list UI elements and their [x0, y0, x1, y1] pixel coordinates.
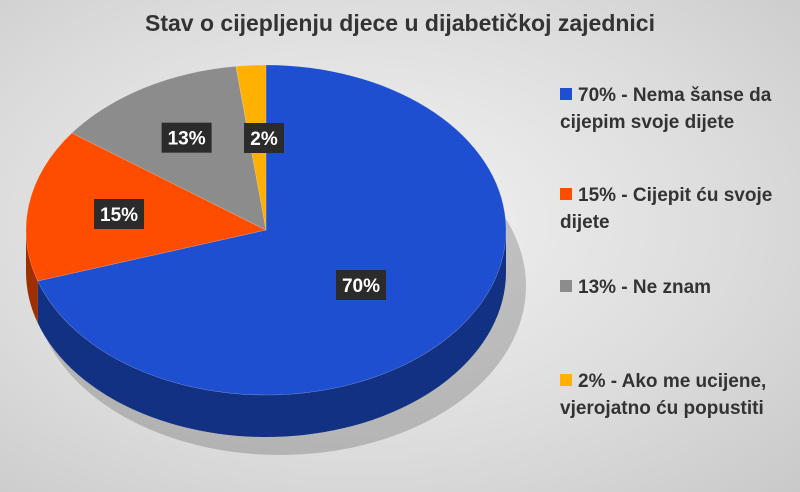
legend-label-no-chance: 70% - Nema šanse da cijepim svoje dijete [560, 85, 772, 133]
legend-item-will-vaccinate: 15% - Cijepit ću svoje dijete [560, 182, 796, 236]
legend-item-dont-know: 13% - Ne znam [560, 274, 796, 301]
pie-slice-no-chance [37, 64, 507, 396]
pie-side-will-vaccinate [26, 230, 38, 323]
data-label-no-chance: 70% [342, 276, 380, 297]
data-label-dont-know: 13% [168, 129, 206, 150]
legend-swatch-if-blackmailed [560, 374, 572, 386]
legend-swatch-will-vaccinate [560, 188, 572, 200]
data-label-box-if-blackmailed [244, 123, 284, 153]
pie-side-no-chance [37, 230, 507, 437]
legend-swatch-dont-know [560, 280, 572, 292]
legend-label-will-vaccinate: 15% - Cijepit ću svoje dijete [560, 185, 773, 233]
data-label-if-blackmailed: 2% [250, 129, 278, 150]
legend-label-dont-know: 13% - Ne znam [578, 277, 712, 298]
chart-title: Stav o cijepljenju djece u dijabetičkoj … [145, 10, 655, 36]
data-label-box-will-vaccinate [94, 198, 145, 229]
pie-slice-will-vaccinate [25, 132, 267, 282]
legend-item-if-blackmailed: 2% - Ako me ucijene, vjerojatno ću popus… [560, 368, 796, 422]
data-label-box-no-chance [336, 270, 386, 300]
legend-swatch-no-chance [560, 88, 572, 100]
legend-item-no-chance: 70% - Nema šanse da cijepim svoje dijete [560, 82, 796, 136]
data-label-box-dont-know [161, 122, 212, 153]
legend-label-if-blackmailed: 2% - Ako me ucijene, vjerojatno ću popus… [560, 371, 767, 419]
data-label-will-vaccinate: 15% [100, 205, 138, 226]
